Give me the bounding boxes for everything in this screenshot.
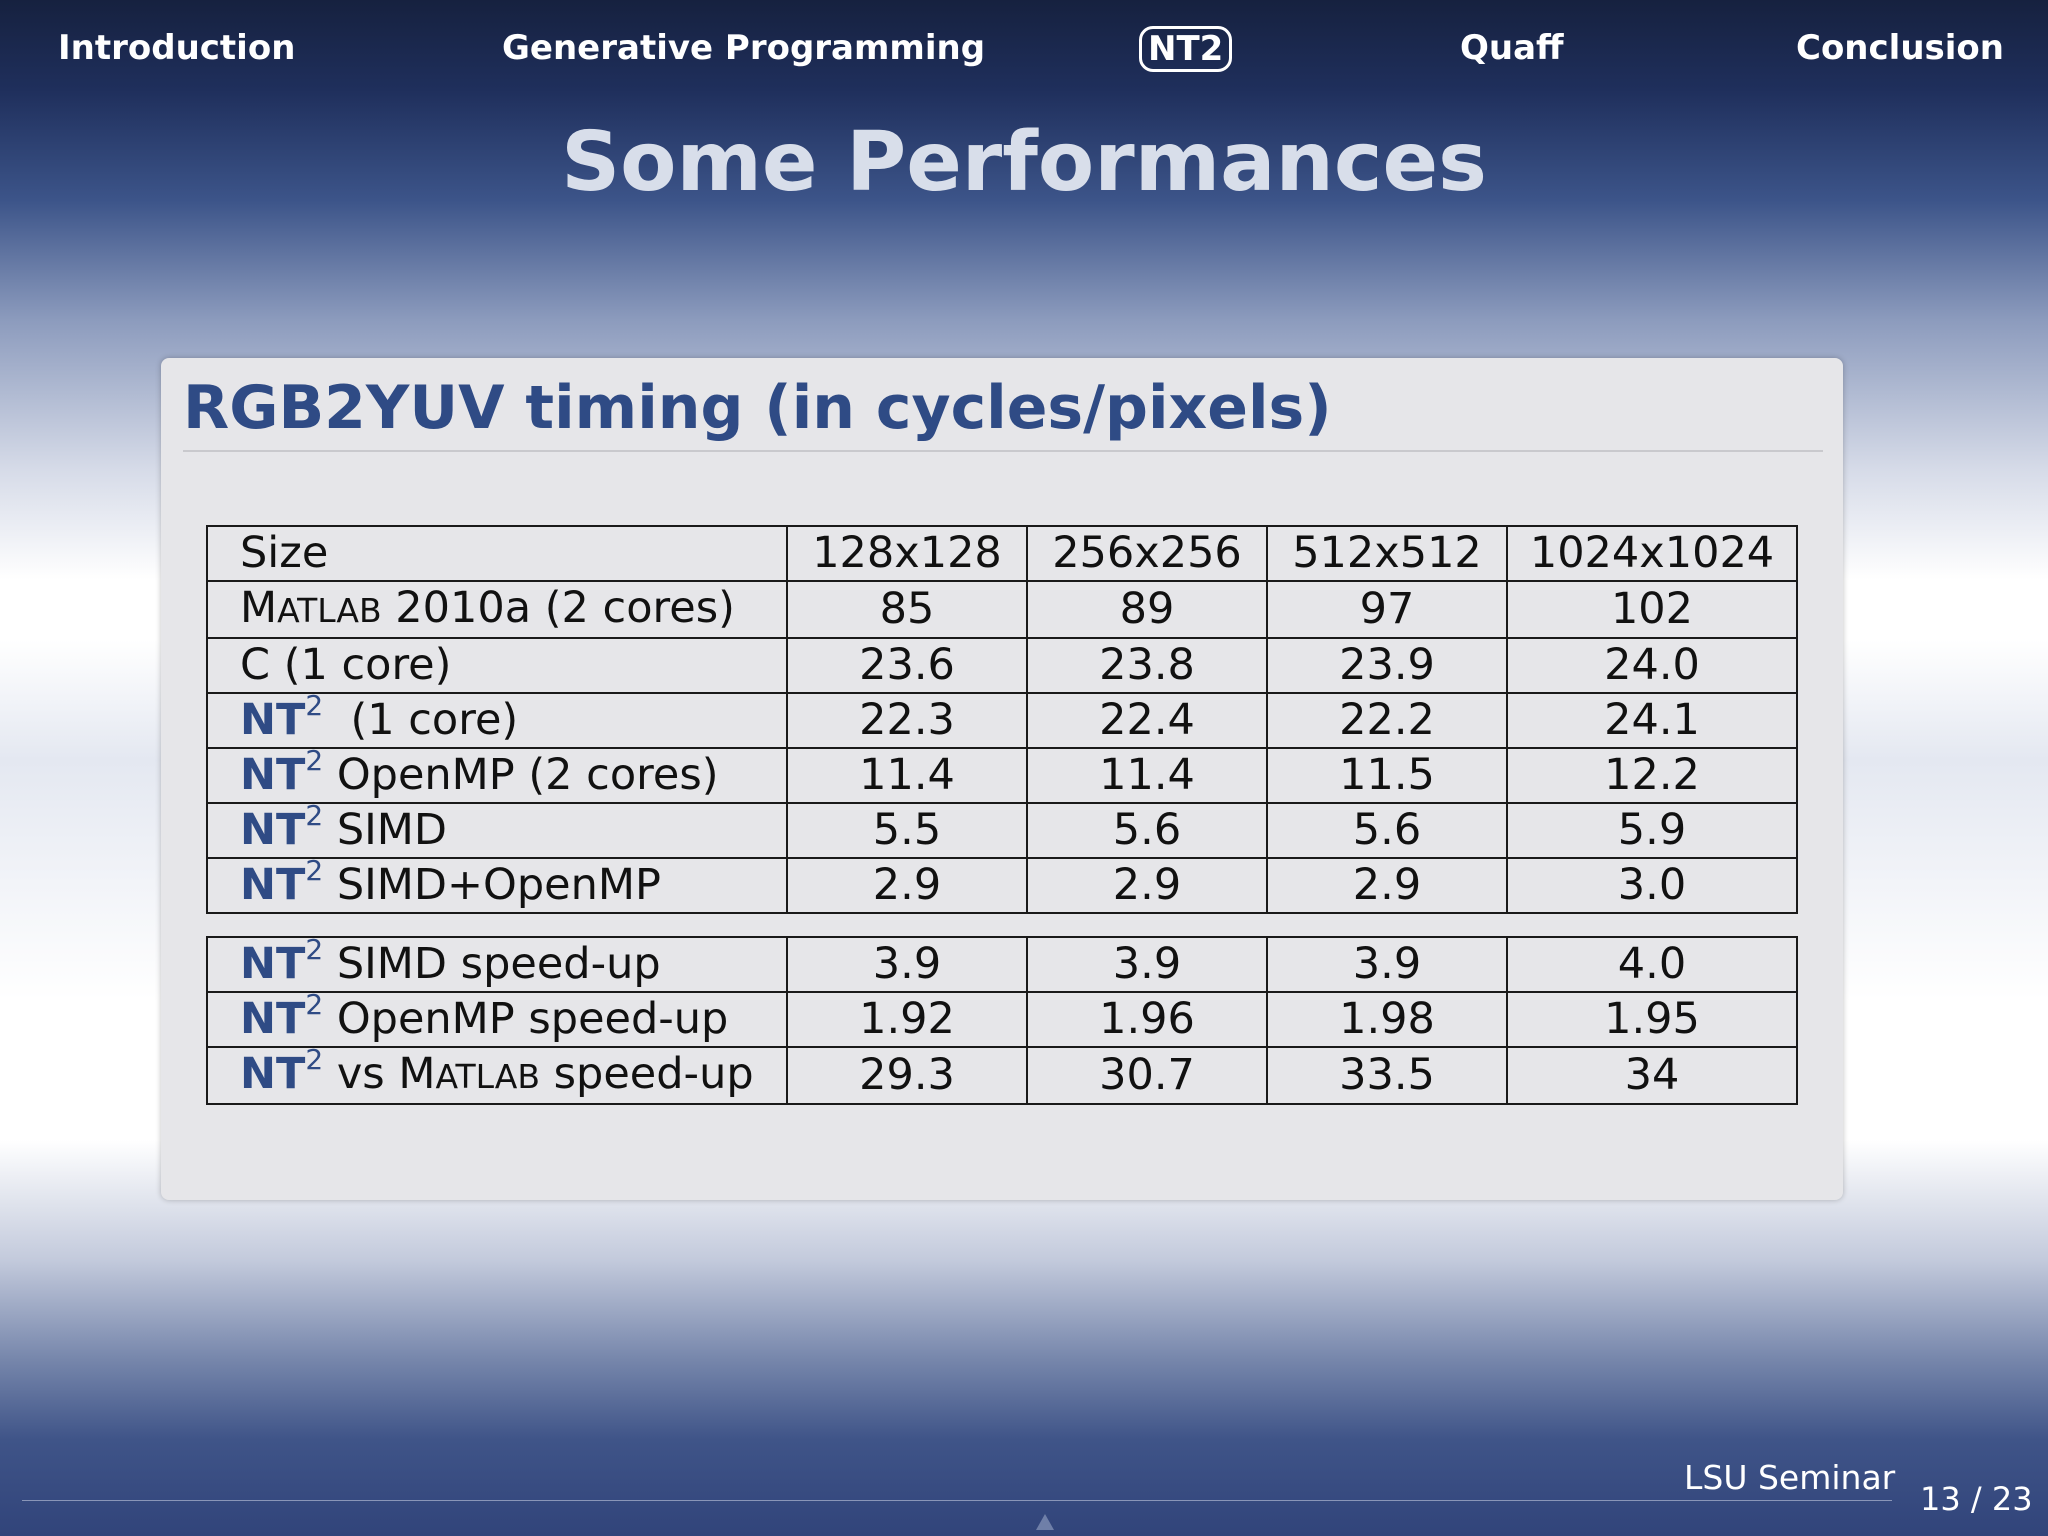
row-label-nt2-simd: NT2 SIMD <box>206 801 788 859</box>
table-cell: 24.0 <box>1506 637 1798 694</box>
header-col-256: 256x256 <box>1026 525 1268 582</box>
table-cell: 1.96 <box>1026 991 1268 1048</box>
row-label-nt2-openmp: NT2 OpenMP (2 cores) <box>206 746 788 804</box>
table-cell: 3.9 <box>1266 936 1508 993</box>
table-cell: 24.1 <box>1506 692 1798 749</box>
nav-item-generative-programming[interactable]: Generative Programming <box>502 28 986 68</box>
footer-label: LSU Seminar <box>1684 1458 1896 1497</box>
table-cell: 29.3 <box>786 1046 1028 1105</box>
table-row: NT2 vs MATLAB speed-up 29.3 30.7 33.5 34 <box>206 1045 1798 1105</box>
table-cell: 22.4 <box>1026 692 1268 749</box>
table-cell: 102 <box>1506 580 1798 639</box>
row-label-openmp-speedup: NT2 OpenMP speed-up <box>206 990 788 1048</box>
slide-title: Some Performances <box>561 115 1487 210</box>
table-cell: 11.4 <box>786 747 1028 804</box>
nav-item-nt2[interactable]: NT2 <box>1139 26 1233 72</box>
table-cell: 97 <box>1266 580 1508 639</box>
table-cell: 11.4 <box>1026 747 1268 804</box>
row-label-matlab-speedup: NT2 vs MATLAB speed-up <box>206 1045 788 1105</box>
table-cell: 23.8 <box>1026 637 1268 694</box>
table-cell: 33.5 <box>1266 1046 1508 1105</box>
table-row: NT2 SIMD 5.5 5.6 5.6 5.9 <box>206 801 1798 859</box>
timing-table: Size 128x128 256x256 512x512 1024x1024 M… <box>206 525 1798 914</box>
header-col-1024: 1024x1024 <box>1506 525 1798 582</box>
table-cell: 23.6 <box>786 637 1028 694</box>
table-cell: 1.98 <box>1266 991 1508 1048</box>
table-header-row: Size 128x128 256x256 512x512 1024x1024 <box>206 525 1798 582</box>
table-cell: 12.2 <box>1506 747 1798 804</box>
page-number: 13 / 23 <box>1920 1480 2033 1518</box>
navigation-bar: Introduction Generative Programming NT2 … <box>0 24 2048 74</box>
table-cell: 4.0 <box>1506 936 1798 993</box>
table-row: NT2 OpenMP speed-up 1.92 1.96 1.98 1.95 <box>206 990 1798 1048</box>
table-cell: 11.5 <box>1266 747 1508 804</box>
block-title: RGB2YUV timing (in cycles/pixels) <box>183 373 1332 443</box>
table-cell: 85 <box>786 580 1028 639</box>
table-cell: 5.6 <box>1026 802 1268 859</box>
table-cell: 3.9 <box>786 936 1028 993</box>
table-cell: 1.92 <box>786 991 1028 1048</box>
table-cell: 34 <box>1506 1046 1798 1105</box>
header-col-128: 128x128 <box>786 525 1028 582</box>
table-row: NT2 OpenMP (2 cores) 11.4 11.4 11.5 12.2 <box>206 746 1798 804</box>
table-cell: 5.6 <box>1266 802 1508 859</box>
speedup-table: NT2 SIMD speed-up 3.9 3.9 3.9 4.0 NT2 Op… <box>206 935 1798 1105</box>
table-cell: 3.0 <box>1506 857 1798 914</box>
block-title-divider <box>183 450 1823 452</box>
table-row: NT2 (1 core) 22.3 22.4 22.2 24.1 <box>206 691 1798 749</box>
table-row: C (1 core) 23.6 23.8 23.9 24.0 <box>206 637 1798 694</box>
header-size-label: Size <box>206 525 788 582</box>
table-cell: 23.9 <box>1266 637 1508 694</box>
timing-block: RGB2YUV timing (in cycles/pixels) Size 1… <box>161 358 1843 1200</box>
table-cell: 2.9 <box>1026 857 1268 914</box>
table-cell: 2.9 <box>1266 857 1508 914</box>
row-label-nt2-1core: NT2 (1 core) <box>206 691 788 749</box>
table-cell: 22.2 <box>1266 692 1508 749</box>
table-cell: 5.5 <box>786 802 1028 859</box>
table-cell: 89 <box>1026 580 1268 639</box>
table-row: NT2 SIMD speed-up 3.9 3.9 3.9 4.0 <box>206 935 1798 993</box>
table-cell: 2.9 <box>786 857 1028 914</box>
row-label-simd-speedup: NT2 SIMD speed-up <box>206 935 788 993</box>
table-row: NT2 SIMD+OpenMP 2.9 2.9 2.9 3.0 <box>206 856 1798 914</box>
row-label-c: C (1 core) <box>206 637 788 694</box>
footer-divider <box>22 1500 1892 1501</box>
table-cell: 30.7 <box>1026 1046 1268 1105</box>
table-row: MATLAB 2010a (2 cores) 85 89 97 102 <box>206 580 1798 639</box>
nav-item-conclusion[interactable]: Conclusion <box>1796 28 2004 68</box>
nav-item-introduction[interactable]: Introduction <box>58 28 296 68</box>
row-label-nt2-simd-openmp: NT2 SIMD+OpenMP <box>206 856 788 914</box>
row-label-matlab: MATLAB 2010a (2 cores) <box>206 580 788 639</box>
nav-item-quaff[interactable]: Quaff <box>1460 28 1564 68</box>
header-col-512: 512x512 <box>1266 525 1508 582</box>
triangle-up-icon[interactable] <box>1036 1514 1054 1530</box>
table-cell: 5.9 <box>1506 802 1798 859</box>
table-cell: 22.3 <box>786 692 1028 749</box>
table-cell: 3.9 <box>1026 936 1268 993</box>
table-cell: 1.95 <box>1506 991 1798 1048</box>
